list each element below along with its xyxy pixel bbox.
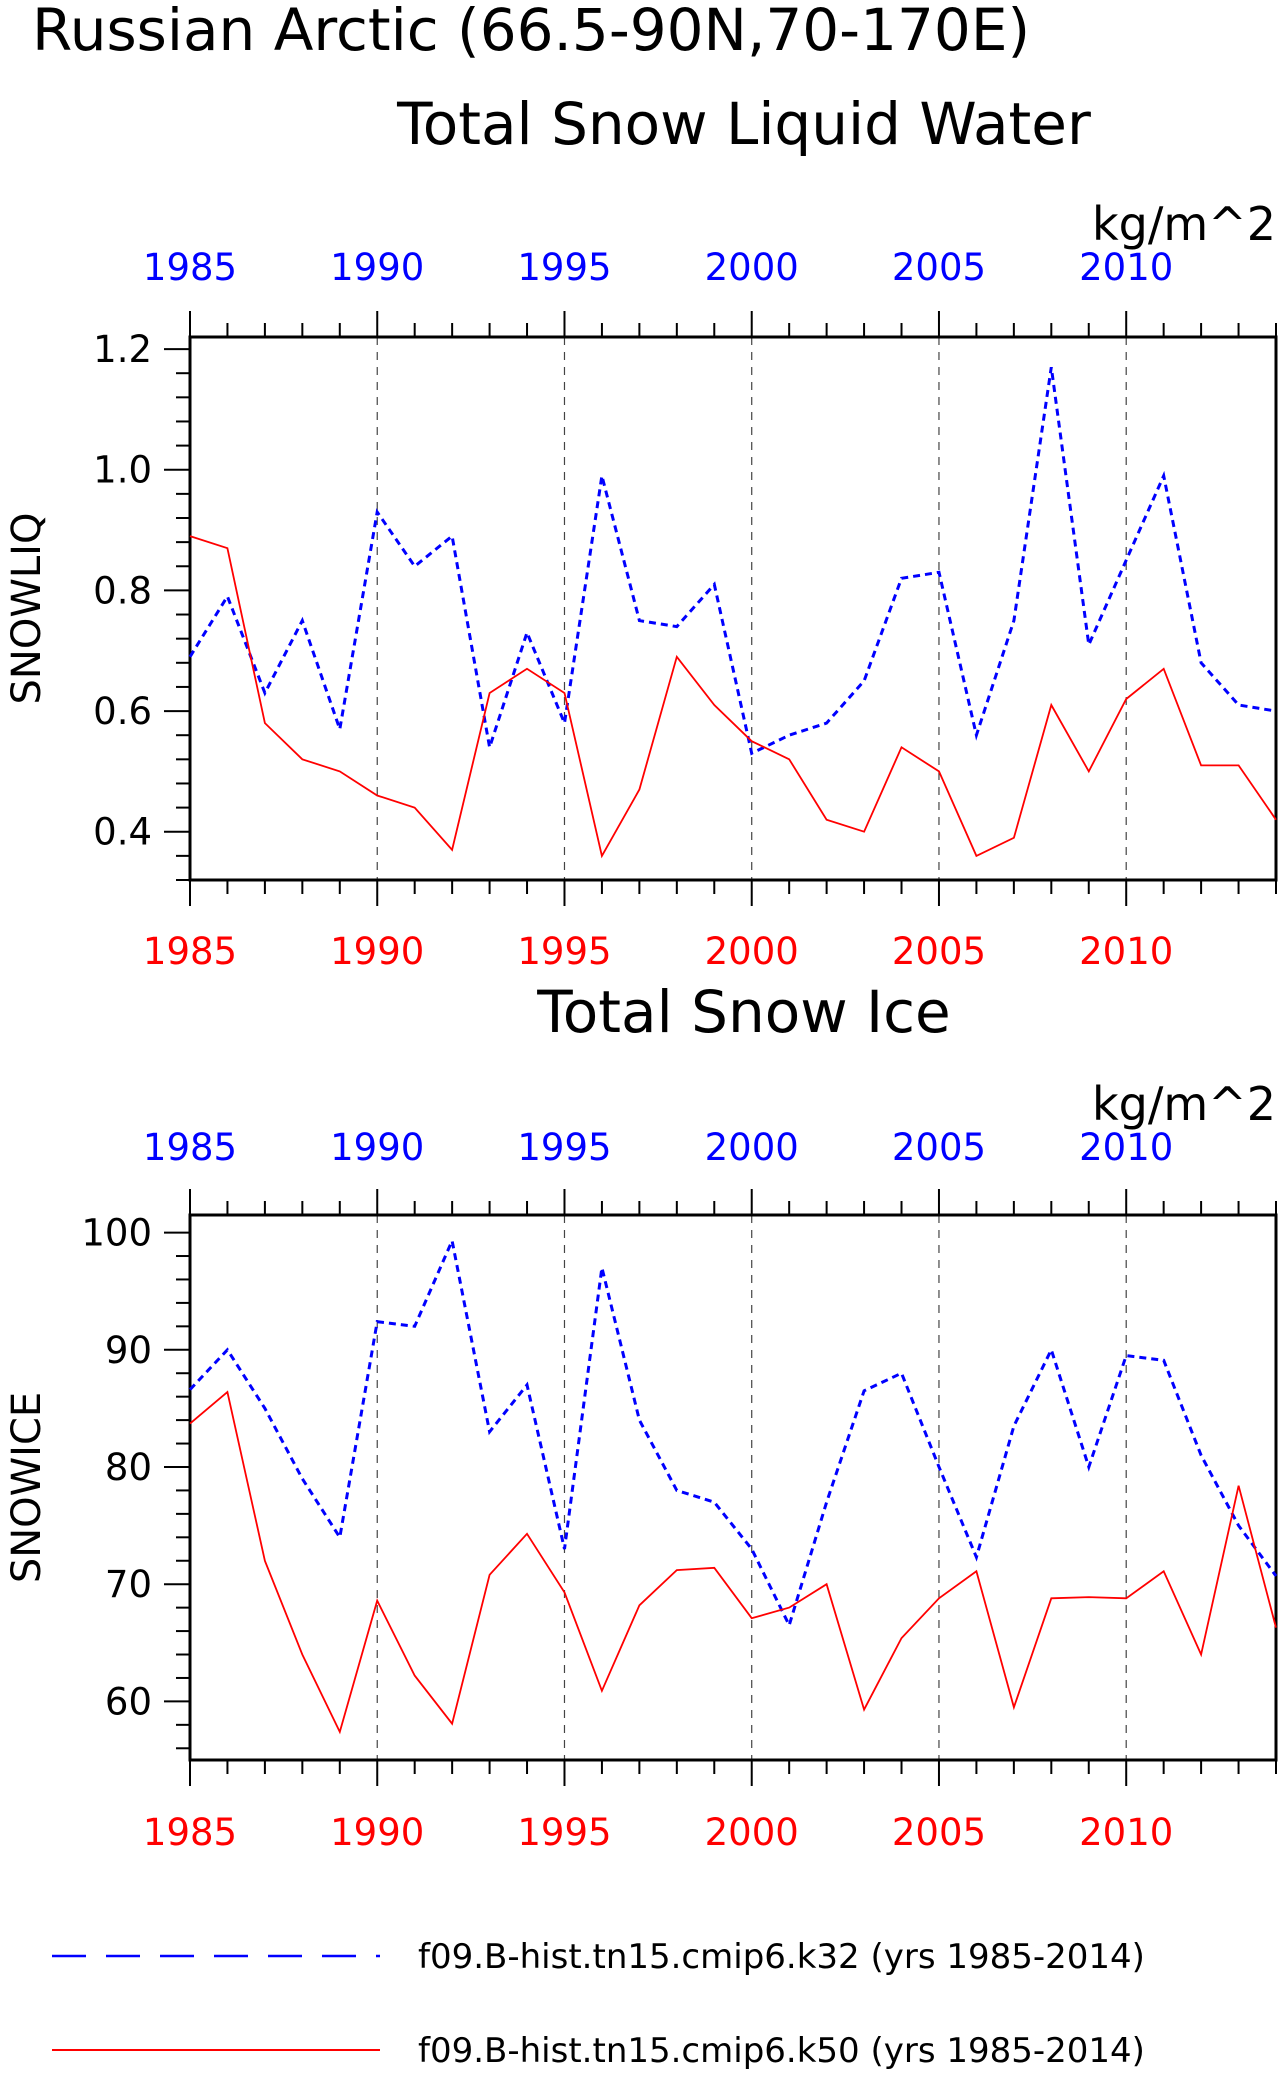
panel2-bottom-tick-label: 1995 — [517, 1811, 611, 1854]
panel2-y-tick-label: 70 — [105, 1563, 152, 1606]
panel1-bottom-tick-label: 1990 — [330, 930, 424, 973]
panel1-bottom-tick-label: 1985 — [143, 930, 237, 973]
panel2-unit-label: kg/m^2 — [1092, 1077, 1276, 1131]
legend-k50-label: f09.B-hist.tn15.cmip6.k50 (yrs 1985-2014… — [418, 2031, 1145, 2071]
panel1-bottom-tick-label: 2005 — [892, 930, 986, 973]
panel2-bottom-tick-label: 2010 — [1079, 1811, 1173, 1854]
panel1-top-tick-label: 1990 — [330, 246, 424, 289]
panel1-unit-label: kg/m^2 — [1092, 197, 1276, 251]
main-title: Russian Arctic (66.5-90N,70-170E) — [32, 0, 1030, 64]
panel2-bottom-tick-label: 1990 — [330, 1811, 424, 1854]
panel2-title: Total Snow Ice — [536, 978, 951, 1046]
panel1-series-k32 — [188, 366, 1277, 756]
panel1-top-tick-label: 1985 — [143, 246, 237, 289]
panel2-y-tick-label: 100 — [81, 1212, 152, 1255]
panel2-y-axis-label: SNOWICE — [4, 1392, 50, 1583]
legend: f09.B-hist.tn15.cmip6.k32 (yrs 1985-2014… — [52, 1937, 1145, 2071]
panel1-title: Total Snow Liquid Water — [396, 90, 1091, 158]
legend-k32-label: f09.B-hist.tn15.cmip6.k32 (yrs 1985-2014… — [418, 1937, 1145, 1977]
panel1-bottom-tick-label: 2000 — [705, 930, 799, 973]
panel1-top-tick-label: 2010 — [1079, 246, 1173, 289]
panel1-y-tick-label: 0.8 — [93, 569, 152, 612]
panel1-bottom-tick-label: 2010 — [1079, 930, 1173, 973]
panel1-y-tick-label: 0.6 — [93, 690, 152, 733]
snowice-panel: 1985 1985 1990 1990 1995 1995 2000 2000 2005 2005… — [4, 1077, 1278, 1854]
panel1-frame — [188, 335, 1278, 882]
panel2-top-tick-label: 2010 — [1079, 1126, 1173, 1169]
panel2-bottom-tick-label: 2005 — [892, 1811, 986, 1854]
panel1-bottom-tick-label: 1995 — [517, 930, 611, 973]
panel2-y-tick-label: 80 — [105, 1446, 152, 1489]
panel1-top-tick-label: 1995 — [517, 246, 611, 289]
panel1-top-tick-label: 2005 — [892, 246, 986, 289]
panel1-y-axis-label: SNOWLIQ — [4, 513, 50, 705]
panel1-y-tick-label: 1.2 — [93, 328, 152, 371]
panel1-series-k50 — [189, 535, 1277, 859]
panel2-y-tick-label: 60 — [105, 1680, 152, 1723]
panel2-top-tick-label: 1985 — [143, 1126, 237, 1169]
panel2-frame — [188, 1213, 1278, 1762]
panel2-top-tick-label: 2000 — [705, 1126, 799, 1169]
panel2-top-tick-label: 1995 — [517, 1126, 611, 1169]
panel2-top-tick-label: 1990 — [330, 1126, 424, 1169]
panel1-y-tick-label: 1.0 — [93, 449, 152, 492]
panel2-series-k50 — [189, 1390, 1277, 1735]
panel2-series-k32 — [188, 1235, 1278, 1630]
panel1-y-tick-label: 0.4 — [93, 811, 152, 854]
panel2-y-tick-label: 90 — [105, 1329, 152, 1372]
snowliq-panel: 1985 1985 1990 1990 1995 1995 2000 2000 2005 2005… — [4, 197, 1278, 973]
panel1-top-tick-label: 2000 — [705, 246, 799, 289]
panel2-top-tick-label: 2005 — [892, 1126, 986, 1169]
panel2-bottom-tick-label: 1985 — [143, 1811, 237, 1854]
panel2-bottom-tick-label: 2000 — [705, 1811, 799, 1854]
